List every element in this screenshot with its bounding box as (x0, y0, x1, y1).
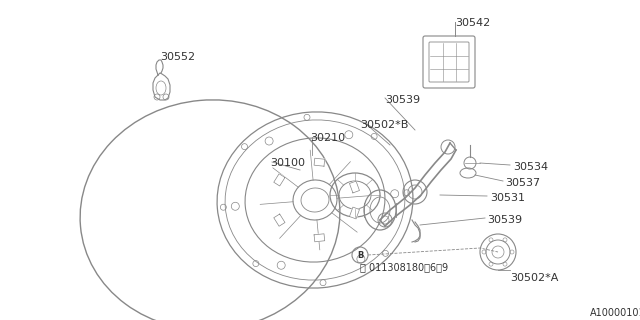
Text: 30542: 30542 (455, 18, 490, 28)
Text: 30539: 30539 (385, 95, 420, 105)
Text: 30210: 30210 (310, 133, 345, 143)
Polygon shape (274, 174, 285, 186)
Text: 30531: 30531 (490, 193, 525, 203)
Text: 30502*B: 30502*B (360, 120, 408, 130)
Polygon shape (349, 181, 360, 193)
Text: B: B (357, 251, 363, 260)
Text: 30537: 30537 (505, 178, 540, 188)
Text: 30534: 30534 (513, 162, 548, 172)
Text: 30100: 30100 (270, 158, 305, 168)
Polygon shape (314, 158, 324, 166)
Polygon shape (349, 207, 360, 219)
Text: 30502*A: 30502*A (510, 273, 558, 283)
Text: A100001018: A100001018 (590, 308, 640, 318)
Text: 30552: 30552 (160, 52, 195, 62)
Polygon shape (274, 214, 285, 226)
Polygon shape (314, 234, 324, 242)
Text: 30539: 30539 (487, 215, 522, 225)
Text: Ⓑ 011308180（6（9: Ⓑ 011308180（6（9 (360, 262, 448, 272)
